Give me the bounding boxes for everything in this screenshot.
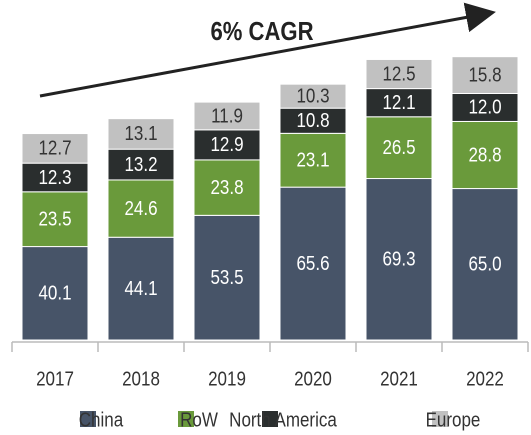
x-tick-label: 2020 xyxy=(294,367,332,390)
bar-segment xyxy=(279,132,347,188)
value-label: 13.1 xyxy=(124,122,157,145)
value-label: 44.1 xyxy=(124,277,157,300)
bar-segment xyxy=(21,133,89,164)
bar-segment xyxy=(107,179,175,238)
value-label: 12.7 xyxy=(38,136,71,159)
value-label: 12.0 xyxy=(468,95,501,118)
legend-swatch xyxy=(178,411,194,427)
x-tick-label: 2021 xyxy=(380,367,418,390)
value-label: 23.1 xyxy=(296,148,329,171)
value-label: 28.8 xyxy=(468,143,501,166)
value-label: 10.3 xyxy=(296,84,329,107)
value-label: 15.8 xyxy=(468,63,501,86)
value-label: 12.3 xyxy=(38,165,71,188)
bar-segment xyxy=(193,159,261,216)
bar-segment xyxy=(21,246,89,341)
legend-label: North America xyxy=(229,408,337,431)
bar-segment xyxy=(279,83,347,109)
bar-segment xyxy=(365,58,433,90)
legend-swatch xyxy=(262,411,278,427)
bar-segment xyxy=(21,191,89,248)
value-label: 40.1 xyxy=(38,281,71,304)
x-tick-label: 2018 xyxy=(122,367,160,390)
value-label: 26.5 xyxy=(382,136,415,159)
value-label: 65.6 xyxy=(296,252,329,275)
bar-segment xyxy=(451,56,519,94)
bar-segment xyxy=(451,120,519,190)
bar-segment xyxy=(451,188,519,341)
bar-segment xyxy=(365,116,433,180)
legend-swatch xyxy=(80,411,96,427)
cagr-arrow xyxy=(39,2,496,98)
value-label: 23.5 xyxy=(38,207,71,230)
value-label: 11.9 xyxy=(211,104,243,127)
value-label: 12.9 xyxy=(210,133,243,156)
bar-segment xyxy=(279,107,347,134)
legend-label: China xyxy=(79,408,124,431)
bar-segment xyxy=(107,236,175,341)
bar-segment xyxy=(365,178,433,341)
bar-segment xyxy=(365,88,433,118)
annotation: 6% CAGR xyxy=(210,17,313,46)
x-tick-label: 2022 xyxy=(466,367,504,390)
x-tick-label: 2017 xyxy=(36,367,74,390)
value-label: 10.8 xyxy=(296,109,329,132)
legend-label: Europe xyxy=(426,408,481,431)
value-label: 12.1 xyxy=(382,91,415,114)
value-label: 13.2 xyxy=(124,153,157,176)
value-label: 12.5 xyxy=(382,62,415,85)
legend-label: RoW xyxy=(180,408,218,431)
bar-segment xyxy=(451,92,519,122)
value-label: 65.0 xyxy=(468,252,501,275)
value-label: 53.5 xyxy=(210,266,243,289)
bar-segment xyxy=(279,186,347,341)
bar-segment xyxy=(107,118,175,150)
value-label: 23.8 xyxy=(210,176,243,199)
x-tick-label: 2019 xyxy=(208,367,246,390)
value-label: 24.6 xyxy=(124,197,157,220)
legend-swatch xyxy=(432,411,448,427)
value-label: 69.3 xyxy=(382,247,415,270)
bar-segment xyxy=(193,101,261,131)
bar-segment xyxy=(193,214,261,341)
